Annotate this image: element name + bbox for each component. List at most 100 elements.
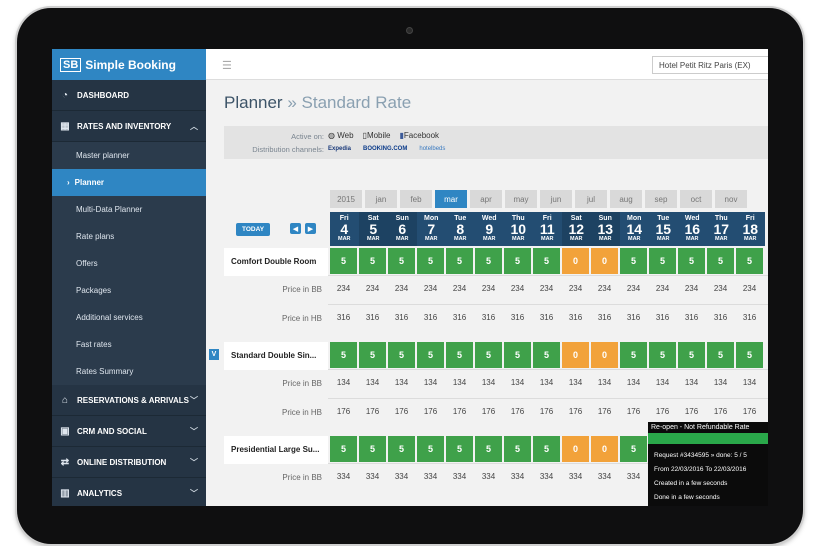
availability-cell[interactable]: 5 <box>649 342 676 368</box>
room-name[interactable]: Comfort Double Room <box>224 248 328 276</box>
price-cell[interactable]: 134 <box>707 370 734 396</box>
price-cell[interactable]: 316 <box>562 305 589 331</box>
price-cell[interactable]: 176 <box>446 399 473 425</box>
month-oct[interactable]: oct <box>680 190 712 208</box>
price-cell[interactable]: 176 <box>388 399 415 425</box>
availability-cell[interactable]: 5 <box>475 342 502 368</box>
price-cell[interactable]: 134 <box>475 370 502 396</box>
price-cell[interactable]: 134 <box>736 370 763 396</box>
nav-crm[interactable]: ▣ CRM AND SOCIAL ﹀ <box>52 416 206 447</box>
availability-cell[interactable]: 5 <box>388 248 415 274</box>
facebook-option[interactable]: ▮Facebook <box>400 131 440 140</box>
price-cell[interactable]: 234 <box>649 276 676 302</box>
price-cell[interactable]: 134 <box>446 370 473 396</box>
day-header[interactable]: Thu 10 MAR <box>504 212 533 246</box>
price-cell[interactable]: 134 <box>330 370 357 396</box>
availability-cell[interactable]: 0 <box>562 248 589 274</box>
month-feb[interactable]: feb <box>400 190 432 208</box>
price-cell[interactable]: 316 <box>417 305 444 331</box>
availability-cell[interactable]: 5 <box>359 248 386 274</box>
availability-cell[interactable]: 5 <box>736 248 763 274</box>
day-header[interactable]: Tue 15 MAR <box>649 212 678 246</box>
price-cell[interactable]: 134 <box>388 370 415 396</box>
availability-cell[interactable]: 5 <box>417 248 444 274</box>
web-option[interactable]: ◍ Web <box>328 131 354 140</box>
availability-cell[interactable]: 5 <box>330 248 357 274</box>
day-header[interactable]: Mon 7 MAR <box>417 212 446 246</box>
price-cell[interactable]: 176 <box>707 399 734 425</box>
availability-cell[interactable]: 5 <box>533 248 560 274</box>
availability-cell[interactable]: 5 <box>330 342 357 368</box>
availability-cell[interactable]: 5 <box>504 342 531 368</box>
availability-cell[interactable]: 5 <box>475 248 502 274</box>
channel-booking[interactable]: BOOKING.COM <box>363 146 408 152</box>
price-cell[interactable]: 234 <box>417 276 444 302</box>
room-name[interactable]: Presidential Large Su... <box>224 436 328 464</box>
price-cell[interactable]: 134 <box>504 370 531 396</box>
channel-hotelbeds[interactable]: hotelbeds <box>419 146 446 152</box>
menu-icon[interactable]: ☰ <box>222 60 232 72</box>
price-cell[interactable]: 316 <box>620 305 647 331</box>
day-header[interactable]: Sat 5 MAR <box>359 212 388 246</box>
price-cell[interactable]: 176 <box>359 399 386 425</box>
price-cell[interactable]: 134 <box>417 370 444 396</box>
availability-cell[interactable]: 5 <box>359 436 386 462</box>
availability-cell[interactable]: 5 <box>707 342 734 368</box>
price-cell[interactable]: 234 <box>620 276 647 302</box>
month-apr[interactable]: apr <box>470 190 502 208</box>
nav-online-distribution[interactable]: ⇄ ONLINE DISTRIBUTION ﹀ <box>52 447 206 478</box>
availability-cell[interactable]: 5 <box>359 342 386 368</box>
hotel-select[interactable]: Hotel Petit Ritz Paris (EX) <box>652 56 768 74</box>
room-name[interactable]: Standard Double Sin... <box>224 342 328 370</box>
price-cell[interactable]: 316 <box>330 305 357 331</box>
availability-cell[interactable]: 5 <box>620 342 647 368</box>
availability-cell[interactable]: 5 <box>475 436 502 462</box>
price-cell[interactable]: 176 <box>591 399 618 425</box>
availability-cell[interactable]: 5 <box>417 342 444 368</box>
availability-cell[interactable]: 5 <box>533 436 560 462</box>
price-cell[interactable]: 234 <box>707 276 734 302</box>
day-header[interactable]: Tue 8 MAR <box>446 212 475 246</box>
day-header[interactable]: Wed 9 MAR <box>475 212 504 246</box>
price-cell[interactable]: 316 <box>475 305 502 331</box>
day-header[interactable]: Wed 16 MAR <box>678 212 707 246</box>
day-header[interactable]: Thu 17 MAR <box>707 212 736 246</box>
price-cell[interactable]: 176 <box>417 399 444 425</box>
price-cell[interactable]: 176 <box>736 399 763 425</box>
month-may[interactable]: may <box>505 190 537 208</box>
price-cell[interactable]: 334 <box>388 464 415 490</box>
mobile-option[interactable]: ▯Mobile <box>363 131 391 140</box>
price-cell[interactable]: 316 <box>359 305 386 331</box>
sub-offers[interactable]: Offers <box>52 250 206 277</box>
nav-reservations[interactable]: ⌂ RESERVATIONS & ARRIVALS ﹀ <box>52 385 206 416</box>
day-header[interactable]: Sat 12 MAR <box>562 212 591 246</box>
sub-planner[interactable]: › Planner <box>52 169 206 196</box>
price-cell[interactable]: 334 <box>475 464 502 490</box>
sub-packages[interactable]: Packages <box>52 277 206 304</box>
price-cell[interactable]: 176 <box>620 399 647 425</box>
availability-cell[interactable]: 0 <box>591 248 618 274</box>
availability-cell[interactable]: 5 <box>678 342 705 368</box>
price-cell[interactable]: 134 <box>562 370 589 396</box>
next-button[interactable]: ▶ <box>305 223 316 234</box>
price-cell[interactable]: 234 <box>330 276 357 302</box>
price-cell[interactable]: 176 <box>330 399 357 425</box>
price-cell[interactable]: 176 <box>475 399 502 425</box>
price-cell[interactable]: 334 <box>533 464 560 490</box>
sub-master-planner[interactable]: Master planner <box>52 142 206 169</box>
availability-cell[interactable]: 5 <box>678 248 705 274</box>
price-cell[interactable]: 316 <box>533 305 560 331</box>
prev-button[interactable]: ◀ <box>290 223 301 234</box>
day-header[interactable]: Fri 4 MAR <box>330 212 359 246</box>
price-cell[interactable]: 134 <box>678 370 705 396</box>
price-cell[interactable]: 134 <box>591 370 618 396</box>
price-cell[interactable]: 234 <box>475 276 502 302</box>
day-header[interactable]: Fri 18 MAR <box>736 212 765 246</box>
price-cell[interactable]: 234 <box>562 276 589 302</box>
availability-cell[interactable]: 5 <box>446 342 473 368</box>
price-cell[interactable]: 134 <box>533 370 560 396</box>
price-cell[interactable]: 316 <box>591 305 618 331</box>
availability-cell[interactable]: 5 <box>504 248 531 274</box>
price-cell[interactable]: 234 <box>736 276 763 302</box>
availability-cell[interactable]: 5 <box>330 436 357 462</box>
